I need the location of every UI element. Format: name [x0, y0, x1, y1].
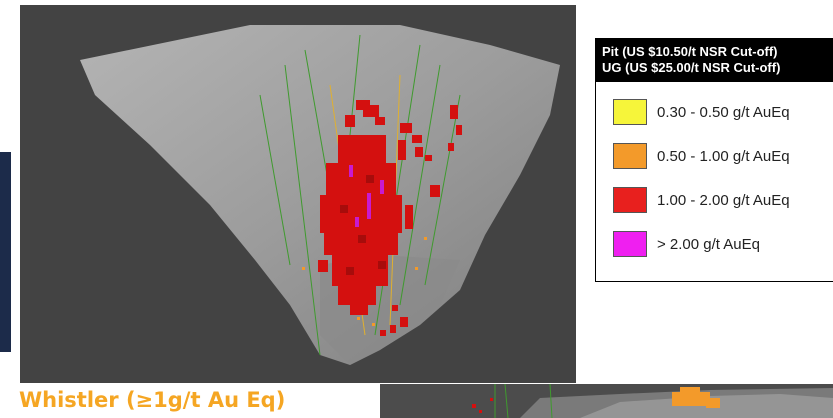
deposit-caption: Whistler (≥1g/t Au Eq)	[19, 388, 286, 412]
legend-label: > 2.00 g/t AuEq	[657, 235, 761, 253]
secondary-model-image	[472, 384, 833, 418]
legend-header: Pit (US $10.50/t NSR Cut-off) UG (US $25…	[596, 39, 833, 82]
legend-label: 0.30 - 0.50 g/t AuEq	[657, 103, 790, 121]
legend-label: 1.00 - 2.00 g/t AuEq	[657, 191, 790, 209]
legend-swatch-yellow	[613, 99, 647, 125]
legend-item: 0.30 - 0.50 g/t AuEq	[596, 90, 833, 134]
legend-header-ug: UG (US $25.00/t NSR Cut-off)	[602, 60, 781, 75]
main-3d-model-view	[20, 5, 576, 383]
legend-label: 0.50 - 1.00 g/t AuEq	[657, 147, 790, 165]
legend-item: 1.00 - 2.00 g/t AuEq	[596, 178, 833, 222]
legend-header-pit: Pit (US $10.50/t NSR Cut-off)	[602, 44, 778, 59]
pit-shell-model-image	[80, 25, 560, 365]
left-accent-bar	[0, 152, 11, 352]
legend-item: 0.50 - 1.00 g/t AuEq	[596, 134, 833, 178]
legend-swatch-orange	[613, 143, 647, 169]
legend-swatch-red	[613, 187, 647, 213]
legend-item: > 2.00 g/t AuEq	[596, 222, 833, 266]
secondary-3d-model-view	[380, 384, 833, 418]
grade-legend: Pit (US $10.50/t NSR Cut-off) UG (US $25…	[595, 38, 833, 282]
legend-swatch-magenta	[613, 231, 647, 257]
